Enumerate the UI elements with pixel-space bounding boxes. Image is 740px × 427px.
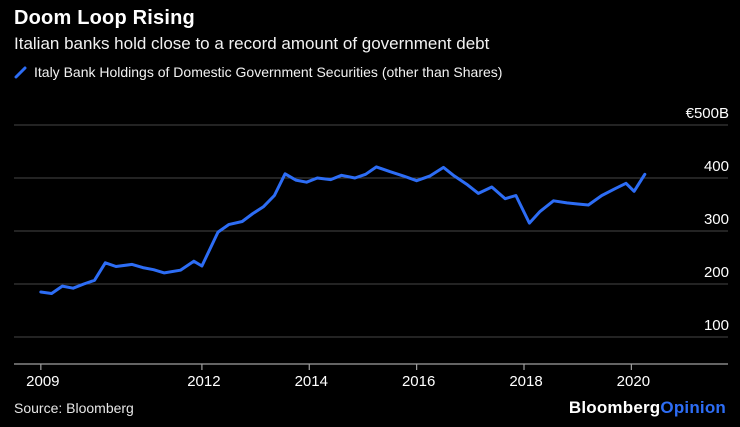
y-tick-label: 400 [704,158,729,175]
line-chart: 100 200 300 400 €500B 2009 2012 2014 2016 2018 202… [0,92,740,392]
line-chart-svg: 100 200 300 400 €500B 2009 2012 2014 2016 2018 202… [14,105,729,390]
chart-title: Doom Loop Rising [14,7,195,29]
brand-opinion: Opinion [660,398,726,417]
x-tick-label: 2009 [26,373,59,390]
chart-subtitle: Italian banks hold close to a record amo… [14,34,490,53]
legend: Italy Bank Holdings of Domestic Governme… [14,64,502,80]
y-tick-label: 200 [704,264,729,281]
brand-bloomberg: Bloomberg [568,398,661,417]
y-tick-label: 100 [704,317,729,334]
x-tick-label: 2012 [187,373,220,390]
source-text: Source: Bloomberg [14,400,134,416]
bloomberg-opinion-logo: BloombergOpinion [569,398,726,418]
legend-label: Italy Bank Holdings of Domestic Governme… [34,64,503,80]
data-line-series [39,165,647,295]
x-tick-label: 2014 [295,373,328,390]
legend-line-marker-icon [14,66,27,79]
x-tick-label: 2020 [617,373,650,390]
x-tick-label: 2018 [509,373,542,390]
y-tick-label: €500B [686,105,729,122]
y-tick-label: 300 [704,211,729,228]
x-tick-label: 2016 [402,373,435,390]
